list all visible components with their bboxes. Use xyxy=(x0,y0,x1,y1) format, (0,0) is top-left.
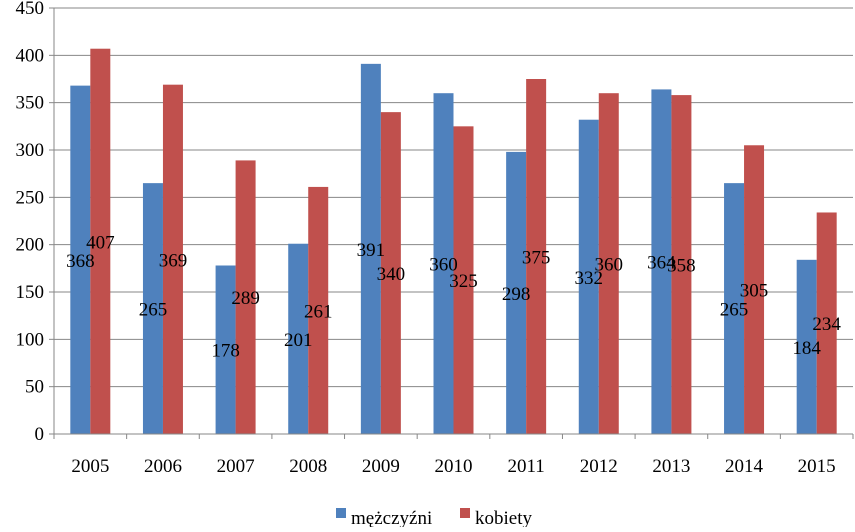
y-tick-label: 0 xyxy=(35,424,45,445)
y-tick-label: 300 xyxy=(16,140,45,161)
bar xyxy=(360,63,381,434)
bar xyxy=(453,126,474,434)
data-label: 358 xyxy=(667,256,696,277)
y-tick-label: 100 xyxy=(16,329,45,350)
y-tick-label: 200 xyxy=(16,235,45,256)
data-label: 368 xyxy=(66,251,95,272)
bar xyxy=(651,89,672,434)
data-label: 201 xyxy=(284,330,313,351)
bar xyxy=(724,183,745,434)
legend: mężczyźni kobiety xyxy=(336,508,532,529)
axes: 0 50 100 150 200 250 300 350 400 450 2005 2006 2007 2… xyxy=(16,0,854,477)
bar xyxy=(90,48,111,434)
data-label: 178 xyxy=(211,341,240,362)
bar xyxy=(796,259,817,434)
data-label: 265 xyxy=(720,300,749,321)
x-tick-label: 2007 xyxy=(217,456,255,477)
y-tick-label: 450 xyxy=(16,0,45,19)
data-labels: 368 265 178 201 391 360 298 332 364 265 184 407 369 2… xyxy=(66,232,841,361)
bar xyxy=(671,95,692,435)
bars xyxy=(70,48,837,435)
x-tick-label: 2005 xyxy=(71,456,109,477)
data-label: 375 xyxy=(522,248,551,269)
data-label: 184 xyxy=(792,338,821,359)
data-label: 265 xyxy=(139,300,168,321)
bar xyxy=(308,186,329,434)
data-label: 364 xyxy=(647,253,676,274)
legend-label-men: mężczyźni xyxy=(351,508,432,527)
x-tick-label: 2009 xyxy=(362,456,400,477)
data-label: 340 xyxy=(377,264,406,285)
data-label: 289 xyxy=(231,288,260,309)
y-tick-label: 350 xyxy=(16,93,45,114)
data-label: 325 xyxy=(449,271,478,292)
y-tick-label: 50 xyxy=(25,377,44,398)
bar xyxy=(526,79,547,434)
x-tick-label: 2013 xyxy=(652,456,690,477)
bar xyxy=(816,212,837,434)
bar xyxy=(162,84,183,435)
data-label: 407 xyxy=(86,232,115,253)
x-tick-label: 2010 xyxy=(435,456,473,477)
y-tick-label: 250 xyxy=(16,187,45,208)
data-label: 234 xyxy=(812,314,841,335)
data-label: 391 xyxy=(357,240,386,261)
data-label: 369 xyxy=(159,250,188,271)
bar xyxy=(70,85,91,435)
legend-swatch-women xyxy=(460,508,470,518)
x-tick-label: 2014 xyxy=(725,456,764,477)
bar xyxy=(744,145,765,434)
bar xyxy=(506,151,527,435)
x-tick-label: 2011 xyxy=(507,456,544,477)
bar xyxy=(578,119,599,434)
data-label: 360 xyxy=(429,255,458,276)
legend-label-women: kobiety xyxy=(475,508,532,527)
bar xyxy=(235,160,256,434)
bar xyxy=(142,183,163,434)
x-tick-label: 2008 xyxy=(289,456,327,477)
data-label: 298 xyxy=(502,284,531,305)
y-tick-label: 150 xyxy=(16,282,45,303)
bar xyxy=(215,265,236,434)
data-label: 360 xyxy=(595,255,624,276)
bar xyxy=(380,112,401,434)
bar xyxy=(433,93,454,434)
data-label: 261 xyxy=(304,301,333,322)
x-tick-label: 2015 xyxy=(798,456,836,477)
x-tick-label: 2012 xyxy=(580,456,618,477)
y-tick-label: 400 xyxy=(16,45,45,66)
bar xyxy=(288,243,309,434)
data-label: 332 xyxy=(575,268,604,289)
bar xyxy=(598,93,619,434)
legend-swatch-men xyxy=(336,508,346,518)
data-label: 305 xyxy=(740,281,769,302)
x-tick-label: 2006 xyxy=(144,456,182,477)
